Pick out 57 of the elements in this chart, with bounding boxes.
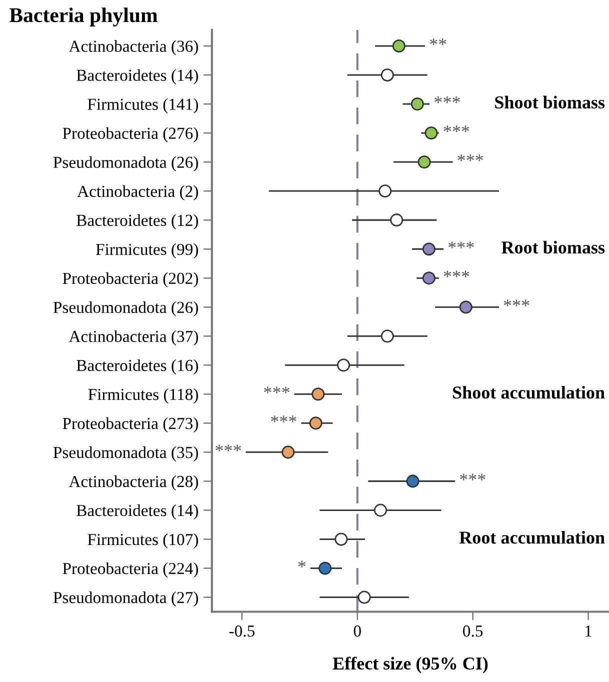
y-tick-label: Proteobacteria (276) <box>62 127 198 142</box>
data-label: *** <box>271 416 296 422</box>
data-label: *** <box>448 242 474 248</box>
x-tick-label: 0 <box>354 625 361 637</box>
point <box>418 156 431 169</box>
y-tick-label: Pseudomonadota (27) <box>53 591 198 607</box>
point <box>334 532 348 546</box>
y-tick-label: Bacteroidetes (12) <box>76 214 198 230</box>
point <box>410 97 424 110</box>
chart-title: Bacteria phylum <box>9 8 158 27</box>
y-tick-label: Proteobacteria (273) <box>62 417 198 432</box>
x-tick-label: 1 <box>586 626 592 637</box>
point <box>309 416 322 430</box>
text: Root biomass <box>502 240 605 254</box>
point <box>312 388 325 401</box>
y-tick-label: Firmicutes (107) <box>88 533 198 549</box>
y-tick-label: Pseudomonadota (26) <box>53 301 198 316</box>
data-label: *** <box>264 386 290 394</box>
point <box>459 300 472 314</box>
point <box>422 242 436 256</box>
y-tick-label: Pseudomonadota (26) <box>53 156 198 172</box>
x-tick-label: -0.5 <box>229 625 254 637</box>
y-tick-label: Firmicutes (141) <box>88 98 198 114</box>
data-label: *** <box>504 300 530 306</box>
point <box>374 504 387 517</box>
y-tick-label: Actinobacteria (28) <box>68 475 198 491</box>
data-label: ** <box>430 38 446 46</box>
y-tick-label: Actinobacteria (37) <box>68 330 198 346</box>
point <box>392 39 406 52</box>
point <box>318 562 332 575</box>
y-tick-label: Bacteroidetes (16) <box>76 359 198 374</box>
y-tick-label: Actinobacteria (2) <box>77 185 198 200</box>
data-label: *** <box>444 126 470 132</box>
y-tick-label: Firmicutes (99) <box>96 243 198 258</box>
data-label: *** <box>216 444 241 452</box>
point <box>282 446 295 459</box>
text: Shoot accumulation <box>453 386 605 399</box>
data-label: *** <box>434 96 460 104</box>
data-label: *** <box>458 154 484 162</box>
text: Root accumulation <box>459 531 605 544</box>
point <box>406 474 420 488</box>
y-tick-label: Proteobacteria (202) <box>62 272 198 288</box>
x-axis-title: Effect size (95% CI) <box>332 656 488 674</box>
x-tick-label: 0.5 <box>463 625 483 637</box>
point <box>358 590 371 604</box>
data-label: *** <box>460 474 486 480</box>
y-tick-label: Bacteroidetes (14) <box>76 69 198 84</box>
y-tick-label: Actinobacteria (36) <box>68 40 198 56</box>
y-tick-label: Bacteroidetes (14) <box>76 504 198 520</box>
data-label: * <box>298 560 306 568</box>
y-tick-label: Firmicutes (118) <box>88 388 198 404</box>
y-tick-label: Pseudomonadota (35) <box>53 446 198 462</box>
point <box>422 272 436 285</box>
y-tick-label: Proteobacteria (224) <box>62 562 198 578</box>
data-label: *** <box>444 270 470 278</box>
text: Shoot biomass <box>495 96 605 109</box>
point <box>424 126 438 140</box>
